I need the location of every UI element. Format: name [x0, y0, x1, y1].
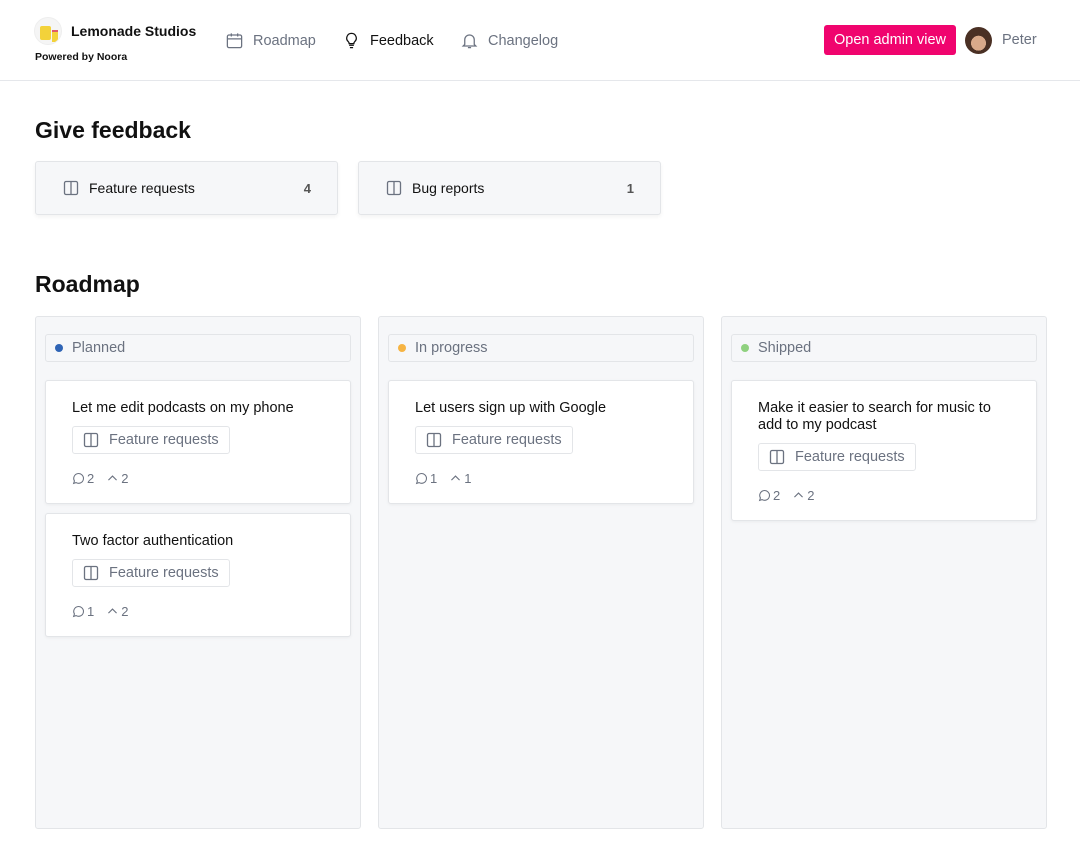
votes-value: 2: [807, 488, 815, 503]
nav-label: Roadmap: [253, 32, 316, 49]
nav-label: Feedback: [370, 32, 434, 49]
roadmap-column: In progress Let users sign up with Googl…: [378, 316, 704, 829]
board-label: Feature requests: [89, 180, 195, 196]
brand-name[interactable]: Lemonade Studios: [71, 23, 197, 39]
board-label: Bug reports: [412, 180, 485, 196]
columns-icon: [63, 180, 79, 196]
board-tag[interactable]: Feature requests: [72, 559, 230, 587]
comments-count: 2: [758, 488, 780, 503]
user-name[interactable]: Peter: [1002, 32, 1037, 48]
chevron-up-icon: [451, 475, 461, 481]
comments-count: 1: [415, 471, 437, 486]
votes-count[interactable]: 2: [106, 604, 128, 619]
status-label: Shipped: [758, 340, 812, 356]
columns-icon: [83, 432, 99, 448]
board-tag-label: Feature requests: [109, 565, 219, 581]
roadmap-column: Planned Let me edit podcasts on my phone…: [35, 316, 361, 829]
avatar[interactable]: [965, 27, 992, 54]
votes-count[interactable]: 2: [792, 488, 814, 503]
card-title: Let me edit podcasts on my phone: [72, 400, 294, 416]
card-title: Let users sign up with Google: [415, 400, 607, 416]
votes-value: 1: [464, 471, 472, 486]
comments-value: 1: [87, 604, 95, 619]
votes-value: 2: [121, 471, 129, 486]
roadmap-card[interactable]: Two factor authentication Feature reques…: [45, 513, 351, 637]
comments-count: 1: [72, 604, 94, 619]
powered-by[interactable]: Powered by Noora: [35, 51, 128, 63]
status-header: Planned: [45, 334, 351, 362]
status-dot: [398, 344, 406, 352]
board-tag-label: Feature requests: [795, 449, 905, 465]
comment-icon: [758, 490, 770, 502]
give-feedback-title: Give feedback: [35, 117, 191, 143]
nav-feedback[interactable]: Feedback: [342, 31, 434, 50]
comments-value: 1: [430, 471, 438, 486]
board-tag-label: Feature requests: [452, 432, 562, 448]
comment-icon: [72, 606, 84, 618]
roadmap-title: Roadmap: [35, 271, 140, 297]
status-label: In progress: [415, 340, 488, 356]
nav-changelog[interactable]: Changelog: [460, 31, 558, 50]
roadmap-card[interactable]: Let me edit podcasts on my phone Feature…: [45, 380, 351, 504]
bell-icon: [461, 34, 478, 49]
comment-icon: [72, 473, 84, 485]
board-tag[interactable]: Feature requests: [415, 426, 573, 454]
roadmap-card[interactable]: Let users sign up with Google Feature re…: [388, 380, 694, 504]
columns-icon: [426, 432, 442, 448]
board-tag[interactable]: Feature requests: [72, 426, 230, 454]
votes-count[interactable]: 2: [106, 471, 128, 486]
open-admin-view-button[interactable]: Open admin view: [824, 25, 956, 55]
chevron-up-icon: [108, 475, 118, 481]
chevron-up-icon: [108, 608, 118, 614]
comments-value: 2: [87, 471, 95, 486]
board-tag[interactable]: Feature requests: [758, 443, 916, 471]
board-count: 4: [303, 180, 311, 196]
top-header: Lemonade Studios Powered by Noora Roadma…: [0, 0, 1080, 81]
roadmap-card[interactable]: Make it easier to search for music to ad…: [731, 380, 1037, 521]
nav-roadmap[interactable]: Roadmap: [225, 31, 316, 50]
nav-label: Changelog: [488, 32, 559, 49]
roadmap-column: Shipped Make it easier to search for mus…: [721, 316, 1047, 829]
brand-logo[interactable]: [34, 17, 62, 45]
status-dot: [741, 344, 749, 352]
card-title: Two factor authentication: [72, 533, 234, 549]
chevron-up-icon: [794, 492, 804, 498]
votes-count[interactable]: 1: [449, 471, 471, 486]
columns-icon: [769, 449, 785, 465]
comments-count: 2: [72, 471, 94, 486]
votes-value: 2: [121, 604, 129, 619]
columns-icon: [83, 565, 99, 581]
status-header: In progress: [388, 334, 694, 362]
status-dot: [55, 344, 63, 352]
card-title: Make it easier to search for music to ad…: [758, 400, 991, 433]
columns-icon: [386, 180, 402, 196]
comments-value: 2: [773, 488, 781, 503]
lightbulb-icon: [346, 32, 357, 49]
status-header: Shipped: [731, 334, 1037, 362]
calendar-icon: [226, 33, 243, 49]
board-tag-label: Feature requests: [109, 432, 219, 448]
board-feature-requests[interactable]: Feature requests 4: [35, 161, 338, 215]
status-label: Planned: [72, 340, 126, 356]
board-bug-reports[interactable]: Bug reports 1: [358, 161, 661, 215]
comment-icon: [415, 473, 427, 485]
board-count: 1: [626, 180, 634, 196]
